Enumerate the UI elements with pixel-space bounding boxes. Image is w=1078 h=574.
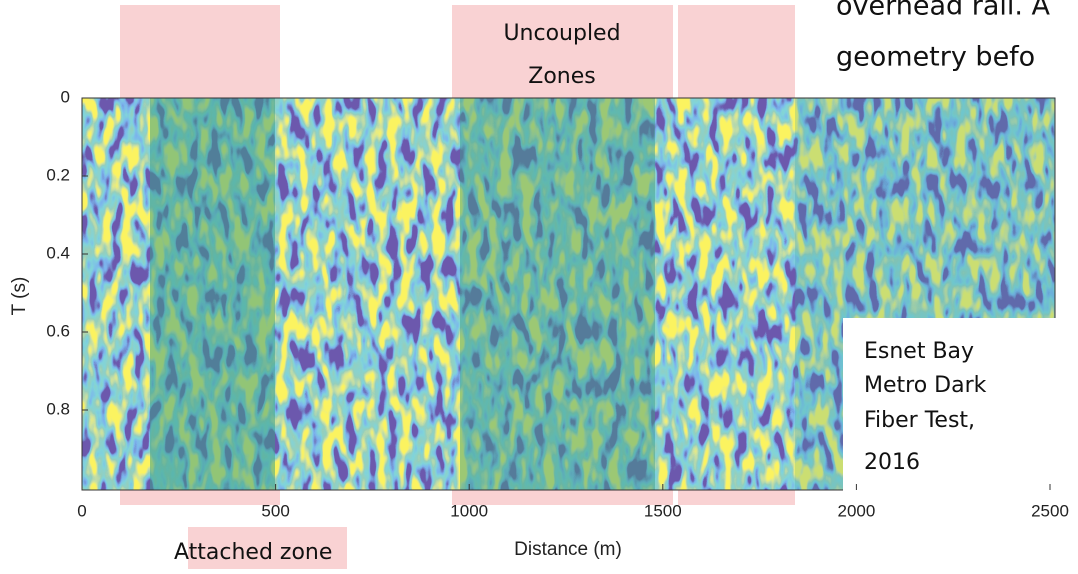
overlay-text: geometry befo — [836, 42, 1035, 73]
caption: 2016 — [864, 450, 920, 475]
caption: Metro Dark — [864, 373, 987, 398]
y-tick-label: 0.2 — [46, 165, 70, 184]
caption: Esnet Bay — [864, 339, 974, 364]
y-tick-label: 0.8 — [46, 399, 70, 418]
annotation: Zones — [528, 64, 595, 89]
y-tick-label: 0.4 — [46, 243, 70, 262]
y-tick-label: 0.6 — [46, 321, 70, 340]
x-tick-label: 1500 — [644, 501, 682, 520]
caption: Fiber Test, — [864, 408, 975, 433]
x-tick-label: 2500 — [1031, 501, 1069, 520]
x-tick-label: 0 — [77, 501, 86, 520]
y-tick-label: 0 — [61, 87, 70, 106]
x-tick-label: 500 — [261, 501, 289, 520]
caption-box — [843, 318, 1063, 492]
y-axis-label: T (s) — [9, 277, 30, 316]
overlay-text: overhead rail. A — [836, 0, 1051, 22]
highlight-zone — [188, 527, 347, 569]
annotation: Attached zone — [174, 540, 332, 565]
x-tick-label: 1000 — [450, 501, 488, 520]
x-tick-label: 2000 — [837, 501, 875, 520]
annotation: Uncoupled — [503, 21, 620, 46]
x-axis-label: Distance (m) — [514, 539, 622, 560]
